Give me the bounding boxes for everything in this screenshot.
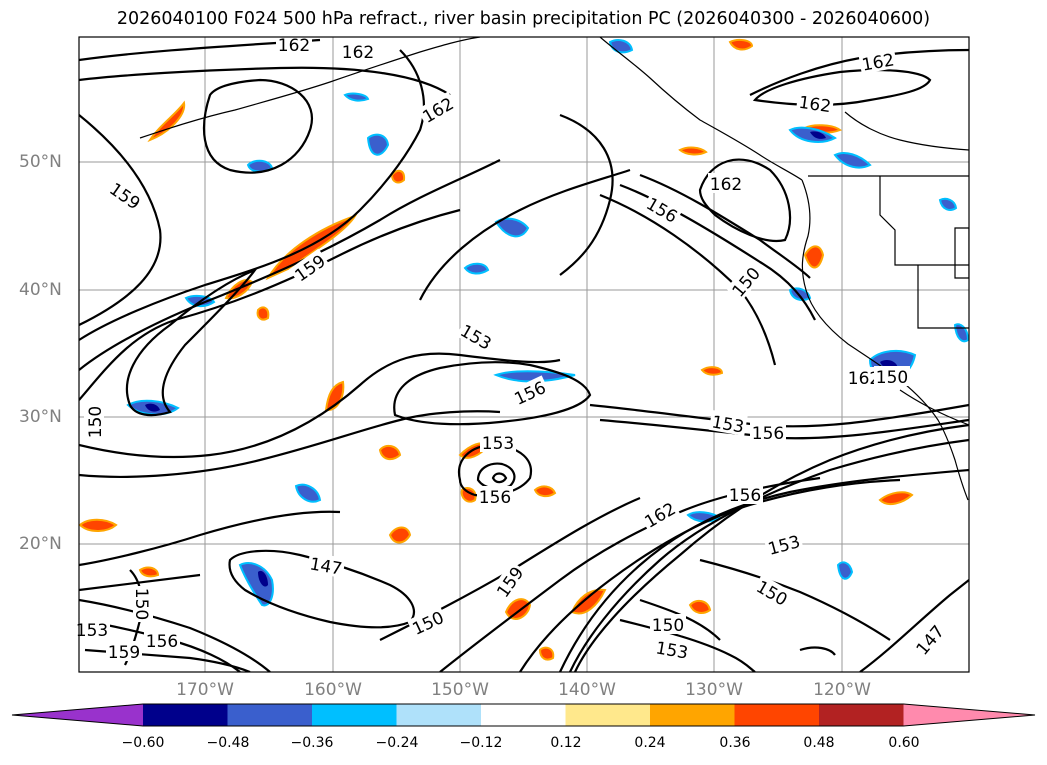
colorbar-tick: 0.48: [803, 735, 835, 751]
contour-label-gap: [106, 641, 142, 661]
colorbar-segment: [396, 704, 482, 726]
lon-label-170w: 170°W: [176, 680, 234, 700]
colorbar-segment: [481, 704, 566, 726]
contour-label: 162: [278, 36, 310, 56]
precipitation-shading: [79, 38, 969, 661]
colorbar-tick: 0.36: [719, 735, 751, 751]
contour-label-gap: [750, 422, 786, 442]
contour-label: 150: [876, 368, 908, 388]
contour-label: 156: [479, 488, 511, 508]
contour-label-gap: [133, 586, 153, 622]
contour-label-gap: [490, 560, 528, 602]
contour-labels: 162 162 1621621621621621621591591591591561…: [74, 34, 949, 664]
contour-label-gap: [795, 90, 835, 116]
contour-label-gap: [910, 619, 949, 660]
lat-label-20n: 20°N: [19, 534, 62, 554]
colorbar-segment: [650, 704, 735, 726]
contour-label-gap: [84, 404, 104, 440]
contour-label-gap: [105, 176, 147, 214]
colorbar-tick: −0.12: [459, 735, 503, 751]
contour-label-gap: [763, 529, 804, 559]
contour-label-gap: [858, 48, 898, 74]
colorbar-extend-low: [12, 704, 143, 726]
contour-label: 156: [752, 424, 784, 444]
colorbar-tick: −0.48: [206, 735, 250, 751]
contour-label-gap: [638, 496, 681, 532]
contour-label-gap: [846, 367, 882, 387]
lon-label-120w: 120°W: [813, 680, 871, 700]
lon-label-150w: 150°W: [431, 680, 489, 700]
contour-label-gap: [708, 173, 744, 193]
contour-label: 150: [652, 616, 684, 636]
contour-label: 153: [76, 621, 108, 641]
colorbar-segment: [565, 704, 651, 726]
colorbar-segment: [312, 704, 397, 726]
colorbar-tick: −0.36: [290, 735, 334, 751]
contour-label-gap: [407, 605, 449, 639]
contour-label-gap: [726, 261, 765, 302]
contour-label-gap: [416, 91, 459, 127]
colorbar-segment: [227, 704, 313, 726]
lat-label-40n: 40°N: [19, 280, 62, 300]
contour-label: 162: [710, 175, 742, 195]
colorbar-tick: 0.24: [634, 735, 666, 751]
colorbar-tick: −0.60: [121, 735, 165, 751]
contour-label-gap: [480, 432, 516, 452]
contour-label-gap: [650, 614, 686, 634]
contour-label: 162: [342, 43, 374, 63]
contour-label-gap: [708, 410, 748, 436]
colorbar-segment: [143, 704, 228, 726]
lon-label-140w: 140°W: [558, 680, 616, 700]
contour-label: 156: [729, 486, 761, 506]
contour-label-gap: [751, 574, 794, 610]
contour-label-gap: [641, 191, 684, 227]
contour-label-gap: [509, 375, 551, 409]
contour-label-gap: [340, 41, 376, 61]
contour-label: 150: [131, 588, 151, 620]
colorbar-segment: [734, 704, 820, 726]
contour-label: 162: [797, 93, 832, 117]
lat-label-30n: 30°N: [19, 407, 62, 427]
contour-label-gap: [455, 318, 498, 354]
contour-label: 150: [86, 406, 106, 438]
lon-label-160w: 160°W: [304, 680, 362, 700]
contour-label: 153: [482, 434, 514, 454]
lon-label-130w: 130°W: [685, 680, 743, 700]
contour-label-gap: [652, 636, 692, 662]
contour-label-gap: [306, 552, 346, 578]
contour-label-gap: [874, 366, 910, 386]
colorbar-tick: 0.60: [888, 735, 920, 751]
refractivity-contours: [79, 38, 969, 672]
colorbar-outline: [11, 703, 1036, 727]
contour-label: 162: [848, 369, 880, 389]
contour-label-gap: [276, 34, 312, 54]
colorbar-tick: 0.12: [550, 735, 582, 751]
contour-label-gap: [727, 484, 763, 504]
colorbar-extend-high: [903, 704, 1035, 726]
map-title: 2026040100 F024 500 hPa refract., river …: [116, 9, 931, 29]
contour-label-gap: [74, 619, 110, 639]
colorbar-tick: −0.24: [375, 735, 419, 751]
contour-label-gap: [288, 248, 330, 286]
contour-label-gap: [144, 630, 180, 650]
colorbar: [11, 703, 1036, 727]
contour-label-gap: [477, 486, 513, 506]
contour-label: 159: [108, 643, 140, 663]
colorbar-segment: [819, 704, 904, 726]
contour-label: 156: [146, 632, 178, 652]
map-frame: [78, 36, 970, 673]
lat-label-50n: 50°N: [19, 152, 62, 172]
